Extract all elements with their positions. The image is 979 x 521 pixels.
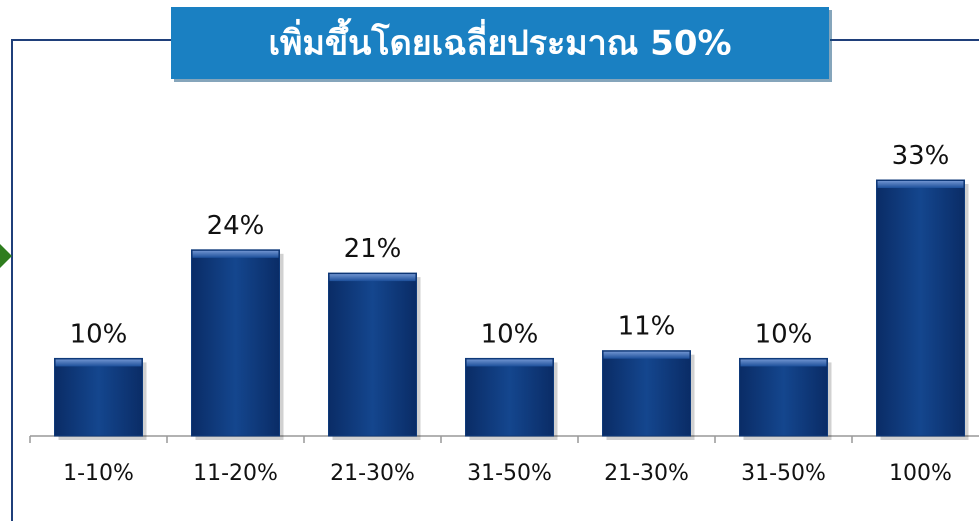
x-tick-label: 11-20% bbox=[193, 461, 278, 486]
chart-title: เพิ่มขึ้นโดยเฉลี่ยประมาณ 50% bbox=[268, 18, 731, 64]
x-tick-label: 31-50% bbox=[467, 461, 552, 486]
title-box bbox=[171, 7, 829, 79]
bar-top bbox=[877, 181, 964, 188]
x-tick-label: 21-30% bbox=[604, 461, 689, 486]
pointer bbox=[0, 244, 12, 268]
bar bbox=[739, 357, 828, 437]
bar-top bbox=[329, 274, 416, 282]
x-tick-label: 31-50% bbox=[741, 461, 826, 486]
bar bbox=[54, 357, 143, 437]
bar bbox=[191, 249, 280, 437]
bar-top bbox=[466, 359, 553, 367]
bar-top bbox=[603, 351, 690, 359]
value-label: 33% bbox=[892, 141, 950, 171]
value-label: 24% bbox=[207, 211, 265, 241]
frame bbox=[11, 39, 172, 521]
bar-top bbox=[55, 359, 142, 367]
bar bbox=[465, 357, 554, 437]
x-tick-label: 21-30% bbox=[330, 461, 415, 486]
bar-top bbox=[740, 359, 827, 367]
value-label: 10% bbox=[70, 319, 128, 349]
value-label: 10% bbox=[755, 319, 813, 349]
value-label: 21% bbox=[344, 234, 402, 264]
bar bbox=[602, 350, 691, 437]
bar-top bbox=[192, 250, 279, 258]
x-tick-label: 100% bbox=[889, 461, 952, 486]
x-tick-label: 1-10% bbox=[63, 461, 134, 486]
value-label: 11% bbox=[618, 312, 676, 342]
bar bbox=[328, 272, 417, 437]
value-label: 10% bbox=[481, 319, 539, 349]
bar bbox=[876, 179, 965, 437]
